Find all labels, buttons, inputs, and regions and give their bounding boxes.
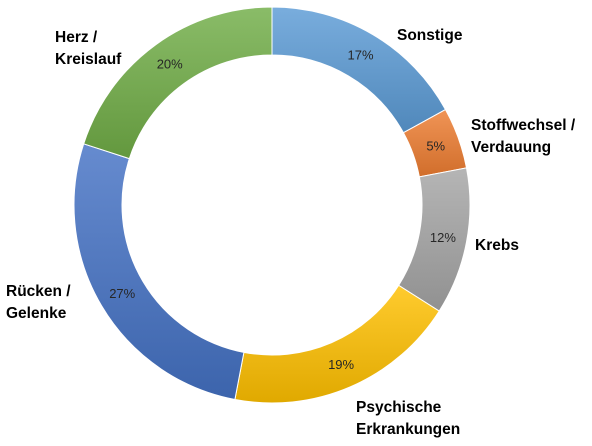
percent-label: 12% (430, 230, 456, 245)
slice-rücken-gelenke (73, 143, 245, 401)
percent-label: 27% (109, 286, 135, 301)
category-label-line: Krebs (475, 237, 519, 254)
category-label-line: Herz / (55, 29, 98, 46)
category-label: Krebs (475, 237, 519, 254)
category-label: Psychische Erkrankungen (356, 399, 460, 438)
slice-herz-kreislauf (83, 6, 273, 160)
category-label: Herz / Kreislauf (55, 29, 122, 68)
category-label-line: Rücken / (6, 283, 71, 300)
category-label-line: Stoffwechsel / (471, 117, 576, 134)
category-label-line: Sonstige (397, 27, 463, 44)
percent-label: 19% (328, 357, 354, 372)
slice-sonstige (271, 6, 447, 134)
category-label: Stoffwechsel / Verdauung (471, 117, 576, 156)
percent-label: 5% (426, 139, 445, 154)
slices-layer (73, 6, 471, 404)
category-label-line: Erkrankungen (356, 421, 460, 438)
slice-psychische-erkrankungen (234, 284, 440, 404)
category-labels: Sonstige Stoffwechsel / Verdauung Krebs Psyc… (6, 27, 576, 438)
category-label: Rücken / Gelenke (6, 283, 71, 322)
percent-label: 17% (348, 48, 374, 63)
category-label-line: Gelenke (6, 305, 67, 322)
percent-label: 20% (157, 57, 183, 72)
category-label: Sonstige (397, 27, 463, 44)
percent-labels: 17% 5% 12% 19% 27% 20% (109, 48, 456, 372)
category-label-line: Kreislauf (55, 51, 122, 68)
category-label-line: Psychische (356, 399, 442, 416)
category-label-line: Verdauung (471, 139, 551, 156)
